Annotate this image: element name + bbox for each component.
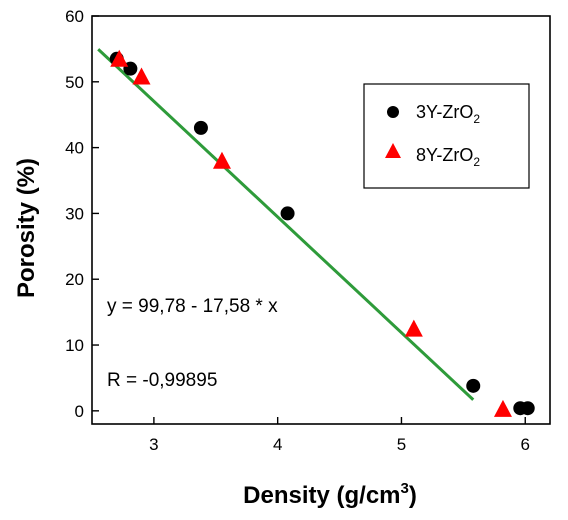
- point-8y-zro2: [212, 151, 231, 169]
- y-axis-title: Porosity (%): [13, 158, 40, 298]
- y-tick-label: 0: [75, 402, 84, 421]
- r-value-annotation: R = -0,99895: [107, 370, 217, 391]
- legend-marker-8y: [385, 143, 401, 158]
- x-tick-label: 6: [521, 435, 530, 454]
- y-tick-label: 60: [65, 7, 84, 26]
- x-tick-label: 4: [273, 435, 282, 454]
- legend: 3Y-ZrO2 8Y-ZrO2: [363, 83, 530, 189]
- point-3y-zro2: [520, 401, 535, 416]
- point-8y-zro2: [404, 319, 423, 337]
- point-3y-zro2: [280, 206, 295, 221]
- y-tick-label: 10: [65, 336, 84, 355]
- x-tick-label: 3: [149, 435, 158, 454]
- equation-annotation: y = 99,78 - 17,58 * x: [107, 296, 278, 317]
- x-tick-label: 5: [397, 435, 406, 454]
- y-tick-label: 40: [65, 139, 84, 158]
- fit-line-group: [97, 48, 475, 401]
- legend-box: [363, 83, 530, 189]
- fit-line: [97, 48, 475, 401]
- y-tick-label: 50: [65, 73, 84, 92]
- point-8y-zro2: [493, 399, 512, 417]
- point-8y-zro2: [110, 49, 129, 67]
- legend-label-8y: 8Y-ZrO2: [416, 145, 480, 169]
- plot-frame: [91, 15, 551, 425]
- y-tick-label: 20: [65, 270, 84, 289]
- legend-marker-3y: [387, 106, 399, 118]
- point-3y-zro2: [466, 378, 481, 393]
- point-8y-zro2: [132, 67, 151, 85]
- point-3y-zro2: [193, 120, 208, 135]
- x-axis-title: Density (g/cm3): [243, 480, 417, 509]
- y-tick-label: 30: [65, 204, 84, 223]
- data-points: [109, 49, 535, 417]
- legend-label-3y: 3Y-ZrO2: [416, 102, 480, 126]
